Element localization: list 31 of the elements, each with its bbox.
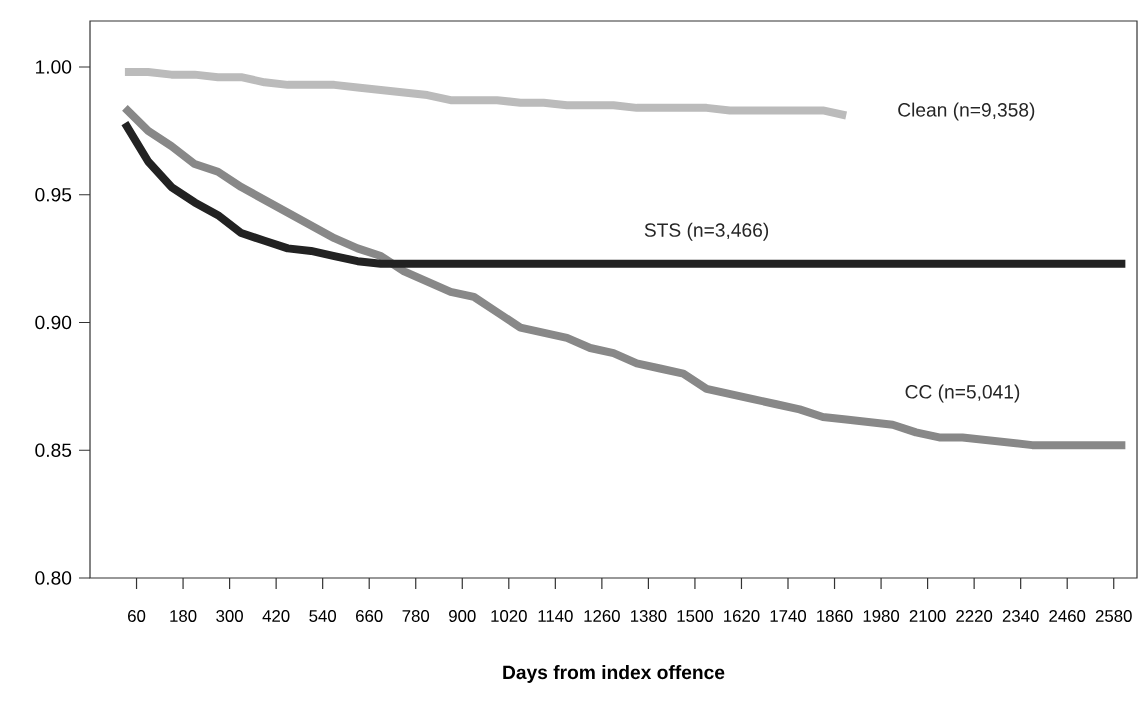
series-label: STS (n=3,466): [644, 222, 769, 241]
x-tick-label: 1380: [631, 610, 667, 622]
x-tick-label: 1260: [584, 610, 620, 622]
x-tick-label: 2580: [1095, 610, 1132, 622]
x-axis-title: Days from index offence: [503, 665, 725, 683]
x-tick-label: 1500: [677, 610, 713, 622]
x-tick-label: 1740: [770, 610, 807, 622]
text: Clean (n=9,358): [898, 102, 1035, 121]
y-tick-label: 1.00: [36, 60, 72, 74]
x-tick-label: 2220: [956, 610, 993, 622]
x-tick-label: 2340: [1002, 610, 1039, 622]
x-tick-label: 1020: [491, 610, 527, 622]
x-tick-label: 1980: [863, 610, 900, 622]
x-tick-label: 180: [170, 610, 197, 622]
x-tick-label: 540: [309, 610, 337, 622]
y-tick-label: 0.80: [35, 571, 72, 585]
x-tick-label: 2100: [909, 610, 946, 622]
x-tick-label: 1860: [817, 610, 853, 622]
x-tick-label: 420: [262, 610, 290, 622]
x-tick-label: 660: [356, 610, 383, 622]
y-tick-label: 0.85: [35, 443, 72, 458]
x-tick-label: 900: [449, 610, 476, 622]
y-tick-label: 0.90: [35, 315, 72, 330]
x-tick-label: 60: [128, 610, 146, 622]
x-tick-label: 1140: [538, 610, 573, 622]
x-tick-label: 780: [402, 610, 430, 622]
series-label: CC (n=5,041): [905, 384, 1020, 403]
x-tick-label: 300: [216, 610, 243, 622]
x-tick-label: 2460: [1049, 610, 1086, 622]
x-tick-label: 1620: [724, 610, 760, 622]
y-tick-label: 0.95: [35, 187, 72, 202]
